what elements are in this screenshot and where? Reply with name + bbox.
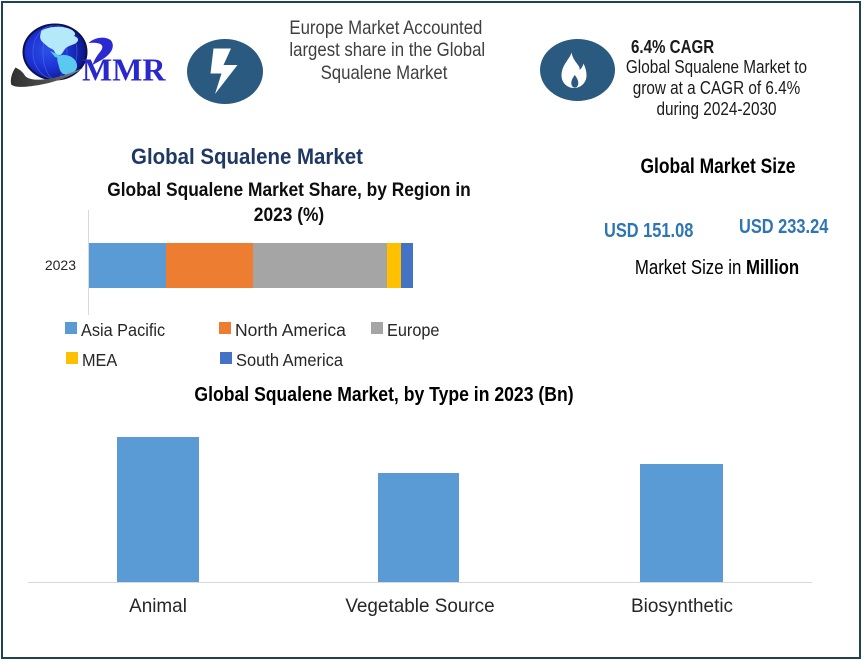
- svg-text:MMR: MMR: [82, 52, 166, 88]
